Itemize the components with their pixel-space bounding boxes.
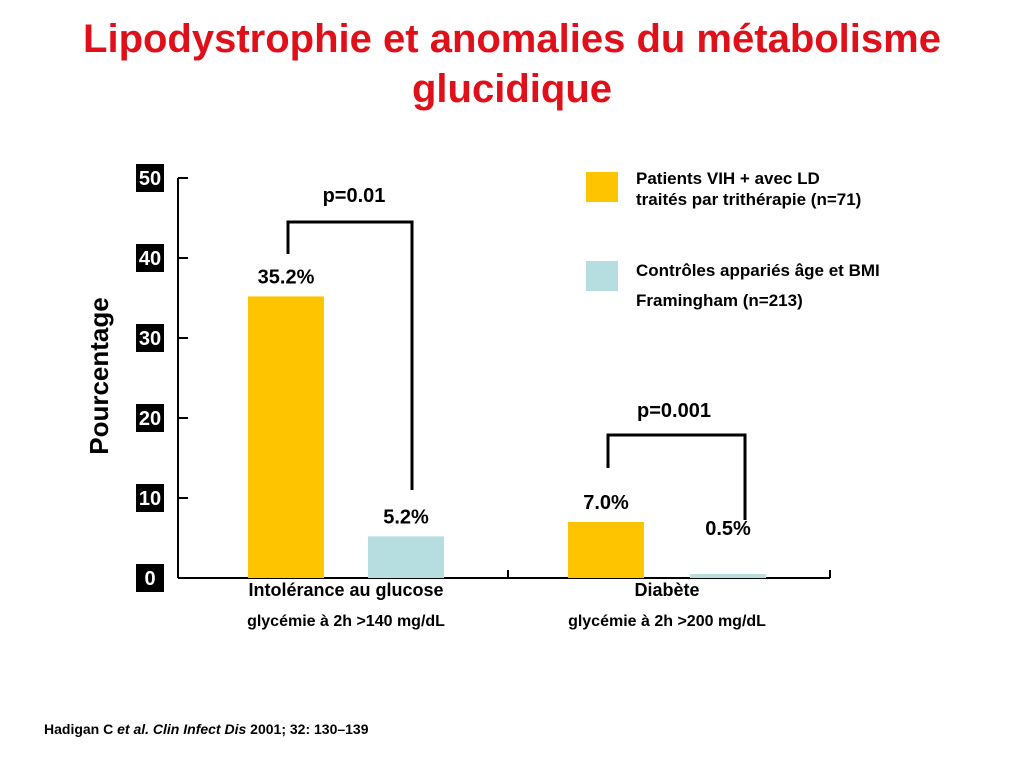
citation-journal: Clin Infect Dis: [152, 721, 247, 737]
x-category-sublabel: glycémie à 2h >200 mg/dL: [568, 613, 766, 630]
significance-bracket: [606, 433, 747, 520]
significance-label: p=0.01: [323, 185, 386, 207]
y-tick-box: [136, 484, 164, 512]
legend-label-2: Contrôles appariés âge et BMI: [636, 261, 880, 280]
data-label-2-cat-1: 5.2%: [383, 506, 429, 528]
y-tick-label: 40: [139, 248, 161, 270]
y-axis-label: Pourcentage: [84, 297, 114, 455]
legend-swatch-1: [586, 172, 618, 202]
data-label-2-cat-2: 0.5%: [705, 518, 751, 540]
legend-label-1: Patients VIH + avec LD: [636, 169, 820, 188]
bar-2-cat-1: [368, 536, 444, 578]
y-tick-box: [136, 164, 164, 192]
data-label-1-cat-2: 7.0%: [583, 492, 629, 514]
citation-author: Hadigan C: [44, 721, 114, 737]
y-tick-label: 30: [139, 328, 161, 350]
y-tick-box: [136, 404, 164, 432]
bar-1-cat-2: [568, 522, 644, 578]
legend-label-2: Framingham (n=213): [636, 291, 803, 310]
legend-label-1: traités par trithérapie (n=71): [636, 190, 861, 209]
x-category-label: Diabète: [634, 580, 699, 600]
x-category-sublabel: glycémie à 2h >140 mg/dL: [247, 613, 445, 630]
bar-2-cat-2: [690, 574, 766, 578]
chart-title-line-1: Lipodystrophie et anomalies du métabolis…: [83, 17, 941, 61]
y-tick-label: 20: [139, 408, 161, 430]
citation-etal: et al.: [117, 721, 150, 737]
significance-bracket: [286, 220, 414, 490]
chart-title: Lipodystrophie et anomalies du métabolis…: [0, 14, 1024, 114]
y-tick-label: 50: [139, 168, 161, 190]
y-tick-box: [136, 324, 164, 352]
legend-swatch-2: [586, 261, 618, 291]
bar-1-cat-1: [248, 296, 324, 578]
data-label-1-cat-1: 35.2%: [258, 266, 315, 288]
citation-rest: 2001; 32: 130–139: [250, 721, 369, 737]
citation: Hadigan C et al. Clin Infect Dis 2001; 3…: [44, 721, 369, 737]
y-tick-box: [136, 564, 164, 592]
chart-title-line-2: glucidique: [412, 67, 612, 111]
y-tick-label: 10: [139, 488, 161, 510]
x-category-label: Intolérance au glucose: [248, 580, 443, 600]
y-tick-box: [136, 244, 164, 272]
y-tick-label: 0: [144, 568, 155, 590]
significance-label: p=0.001: [637, 400, 711, 422]
